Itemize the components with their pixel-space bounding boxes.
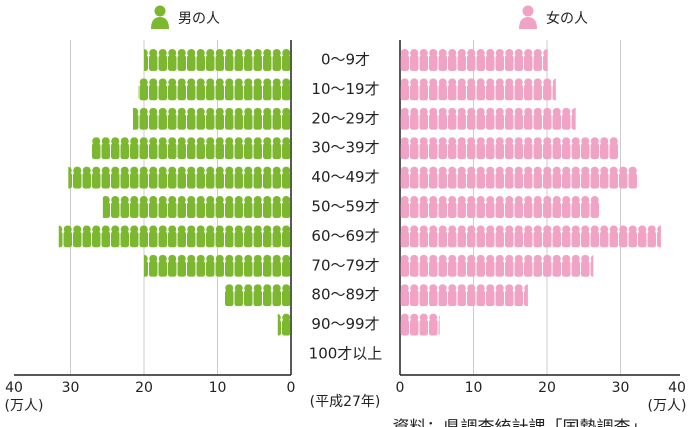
legend-icon: [522, 5, 534, 17]
bar: [400, 49, 548, 71]
bar: [400, 284, 528, 307]
bar: [68, 166, 291, 189]
bar: [91, 137, 291, 160]
x-unit: (万人): [648, 398, 687, 414]
legend-label: 男の人: [178, 11, 220, 27]
bar: [144, 254, 291, 277]
legend-icon: [154, 5, 166, 17]
category-label: 40～49才: [311, 168, 379, 186]
category-label: 60～69才: [311, 227, 379, 245]
bar: [400, 196, 600, 218]
bar: [102, 196, 291, 218]
category-label: 90～99才: [311, 315, 379, 333]
bar: [144, 49, 291, 71]
x-tick-label: 20: [135, 380, 153, 396]
category-label: 30～39才: [311, 139, 379, 157]
bar: [138, 78, 291, 101]
category-label: 10～19才: [311, 80, 379, 98]
bar: [400, 254, 594, 277]
bar: [224, 284, 291, 307]
legend-icon: [151, 17, 169, 29]
bar: [400, 78, 556, 101]
bar: [400, 137, 619, 160]
category-label: 80～89才: [311, 286, 379, 304]
bar: [58, 225, 291, 248]
x-tick-label: 30: [612, 380, 630, 396]
bar: [400, 313, 440, 336]
bar: [400, 166, 639, 189]
bar: [400, 107, 576, 130]
category-label: 100才以上: [309, 345, 383, 363]
bar: [132, 107, 291, 130]
x-tick-label: 10: [209, 380, 227, 396]
bar: [277, 313, 291, 336]
x-tick-label: 30: [62, 380, 80, 396]
x-tick-label: 40: [5, 380, 23, 396]
category-label: 20～29才: [311, 109, 379, 127]
x-tick-label: 20: [538, 380, 556, 396]
x-unit: (万人): [5, 398, 44, 414]
x-tick-label: 10: [465, 380, 483, 396]
note: (平成27年): [310, 394, 381, 410]
x-tick-label: 0: [287, 380, 296, 396]
legend-label: 女の人: [546, 10, 588, 27]
legend-icon: [519, 17, 537, 29]
category-label: 0～9才: [321, 51, 370, 69]
source: 資料：県調査統計課「国勢調査」: [393, 418, 648, 427]
category-label: 70～79才: [311, 256, 379, 274]
category-label: 50～59才: [311, 198, 379, 216]
bar: [400, 225, 661, 248]
x-tick-label: 40: [668, 380, 686, 396]
x-tick-label: 0: [396, 380, 405, 396]
